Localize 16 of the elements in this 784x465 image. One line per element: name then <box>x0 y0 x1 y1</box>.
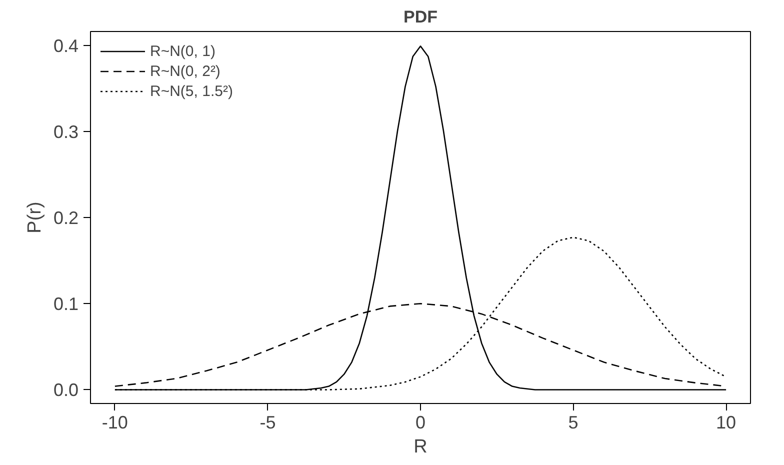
x-tick-label: 10 <box>716 412 736 432</box>
y-tick-label: 0.3 <box>53 122 79 142</box>
x-axis-title: R <box>414 436 428 458</box>
y-tick-label: 0.1 <box>53 294 79 314</box>
x-tick-label: -5 <box>260 412 276 432</box>
y-tick-label: 0.4 <box>53 36 79 56</box>
legend-label: R~N(5, 1.5²) <box>150 82 233 100</box>
y-tick-label: 0.2 <box>53 208 79 228</box>
x-tick-label: 5 <box>568 412 578 432</box>
x-tick-label: -10 <box>102 412 128 432</box>
legend-label: R~N(0, 2²) <box>150 62 220 80</box>
chart-title: PDF <box>404 8 438 26</box>
y-axis-title: P(r) <box>24 202 46 234</box>
legend-label: R~N(0, 1) <box>150 42 216 60</box>
x-tick-label: 0 <box>415 412 426 432</box>
y-tick-label: 0.0 <box>53 380 79 400</box>
